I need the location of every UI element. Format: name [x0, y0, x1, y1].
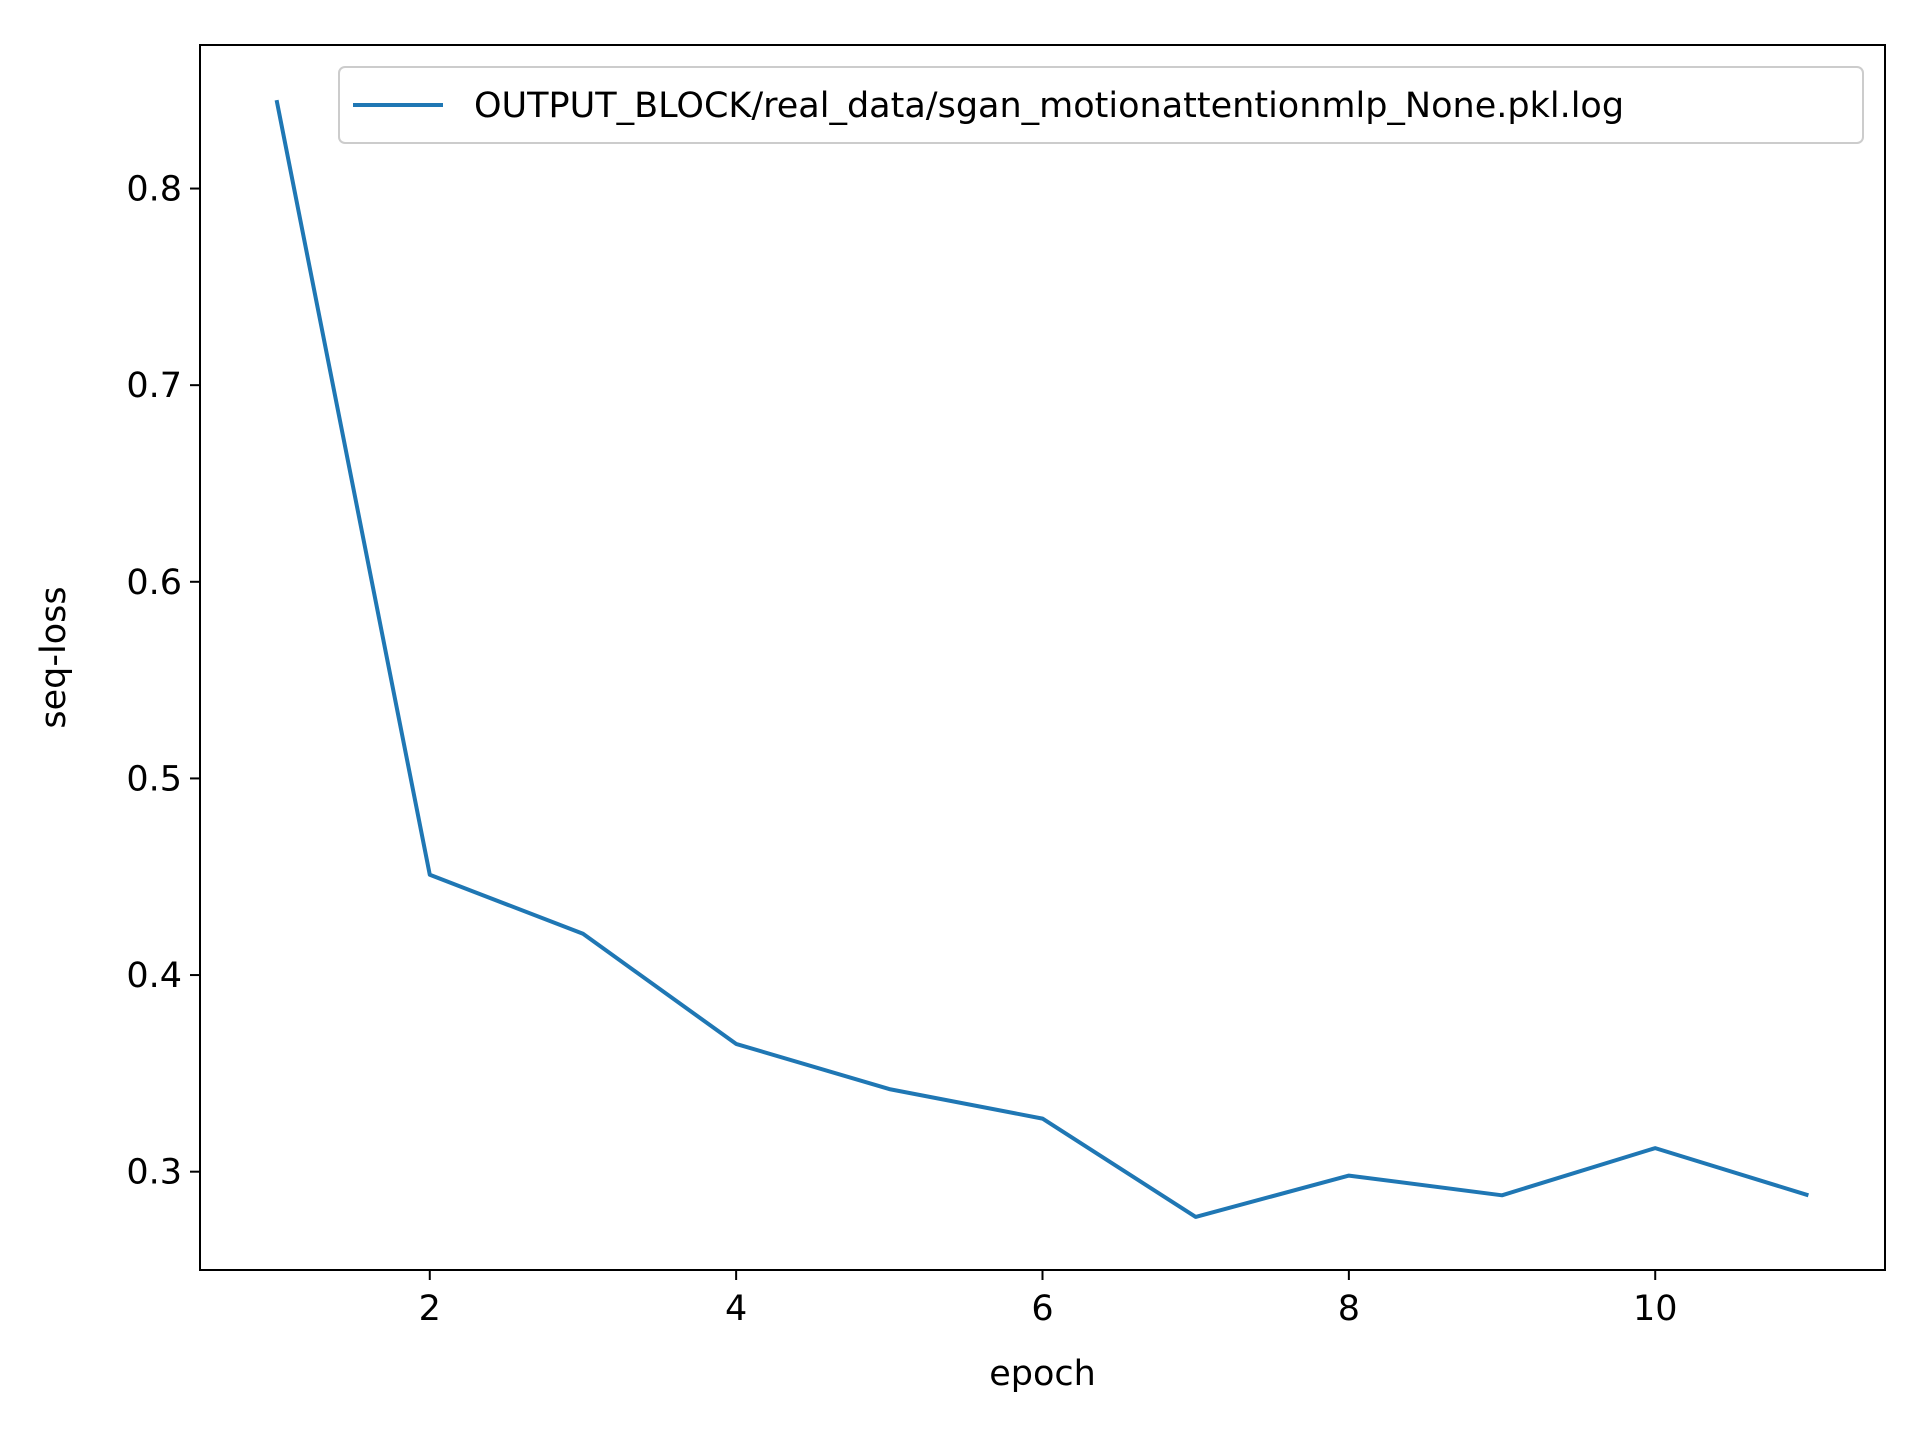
y-tick-label: 0.5 [126, 759, 182, 799]
x-tick-label: 10 [1633, 1289, 1678, 1329]
legend-box [338, 66, 1864, 144]
x-axis-label: epoch [989, 1354, 1096, 1394]
x-tick-label: 8 [1338, 1289, 1360, 1329]
legend: OUTPUT_BLOCK/real_data/sgan_motionattent… [338, 66, 1864, 144]
y-tick-label: 0.3 [126, 1153, 182, 1193]
y-tick-label: 0.6 [126, 563, 182, 603]
x-tick-label: 6 [1031, 1289, 1053, 1329]
plot-frame [199, 44, 1886, 1271]
y-tick-label: 0.7 [126, 366, 182, 406]
series-layer [274, 99, 1809, 1219]
y-tick-label: 0.4 [126, 956, 182, 996]
y-tick-label: 0.8 [126, 170, 182, 210]
series-line [274, 99, 1809, 1219]
legend-entry-label: OUTPUT_BLOCK/real_data/sgan_motionattent… [474, 86, 1624, 126]
y-axis-ticks: 0.3 0.4 0.5 0.6 0.7 0.8 [126, 170, 200, 1193]
x-tick-label: 2 [419, 1289, 441, 1329]
y-axis-label: seq-loss [34, 586, 74, 728]
x-tick-label: 4 [725, 1289, 747, 1329]
x-axis-ticks: 2 4 6 8 10 [419, 1270, 1678, 1329]
